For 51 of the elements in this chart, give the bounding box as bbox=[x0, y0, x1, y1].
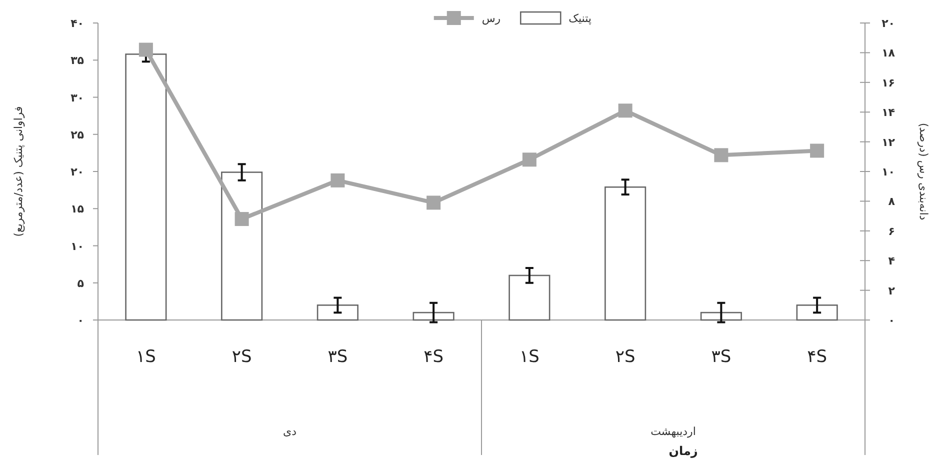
y2-tick-label: ۶ bbox=[888, 224, 895, 238]
y2-tick-label: ۸ bbox=[888, 195, 896, 208]
y2-tick-label: ۲۰ bbox=[882, 17, 895, 30]
bar bbox=[796, 304, 838, 321]
y2-tick-label: ۱۶ bbox=[882, 76, 895, 90]
bar bbox=[412, 312, 454, 321]
y2-tick-label: ۱۸ bbox=[882, 46, 896, 60]
x-tick-label: ۱S bbox=[136, 347, 156, 367]
y-tick-label: ۳۵ bbox=[70, 54, 84, 68]
legend-label: پتنیک bbox=[568, 12, 592, 25]
bar bbox=[604, 186, 646, 321]
y2-tick-label: ۰ bbox=[888, 314, 895, 327]
y-axis-title: فراوانی پتنیک (عدد/مترمربع) bbox=[12, 106, 25, 237]
y-tick-label: ۲۵ bbox=[70, 128, 84, 142]
text: دی bbox=[282, 425, 297, 438]
point bbox=[522, 152, 536, 167]
y-tick-label: ۵ bbox=[77, 276, 84, 290]
y2-axis-title: دانه‌بندی رس (درصد) bbox=[917, 122, 930, 220]
y2-tick-label: ۱۲ bbox=[882, 136, 896, 149]
bar bbox=[508, 274, 550, 321]
y2-tick-label: ۱۴ bbox=[882, 106, 896, 120]
y-tick-label: ۰ bbox=[77, 314, 84, 327]
point bbox=[714, 148, 728, 162]
text: زمان bbox=[668, 444, 698, 458]
y2-tick-label: ۱۰ bbox=[882, 166, 895, 178]
bar bbox=[125, 54, 167, 321]
point bbox=[234, 212, 249, 226]
point bbox=[426, 196, 441, 210]
text: اردیبهشت bbox=[650, 425, 696, 438]
point bbox=[330, 173, 345, 188]
y-tick-label: ۴۰ bbox=[70, 17, 84, 30]
legend-label: رس bbox=[482, 12, 501, 25]
y-tick-label: ۱۵ bbox=[70, 202, 84, 216]
y-tick-label: ۲۰ bbox=[70, 166, 84, 178]
x-tick-label: ۳S bbox=[711, 347, 732, 367]
point bbox=[138, 42, 153, 57]
y-tick-label: ۱۰ bbox=[70, 240, 84, 253]
point bbox=[618, 104, 632, 118]
x-tick-label: ۴S bbox=[424, 347, 444, 367]
point bbox=[810, 144, 824, 158]
bar bbox=[316, 304, 358, 321]
x-tick-label: ۴S bbox=[807, 347, 828, 367]
x-tick-label: ۳S bbox=[328, 347, 348, 367]
bar bbox=[700, 312, 742, 321]
bar bbox=[221, 172, 263, 321]
x-tick-label: ۱S bbox=[519, 347, 540, 367]
y2-tick-label: ۴ bbox=[888, 254, 896, 268]
y-tick-label: ۳۰ bbox=[70, 91, 84, 104]
x-tick-label: ۲S bbox=[615, 347, 636, 367]
y2-tick-label: ۲ bbox=[888, 284, 896, 298]
x-tick-label: ۲S bbox=[232, 347, 252, 367]
